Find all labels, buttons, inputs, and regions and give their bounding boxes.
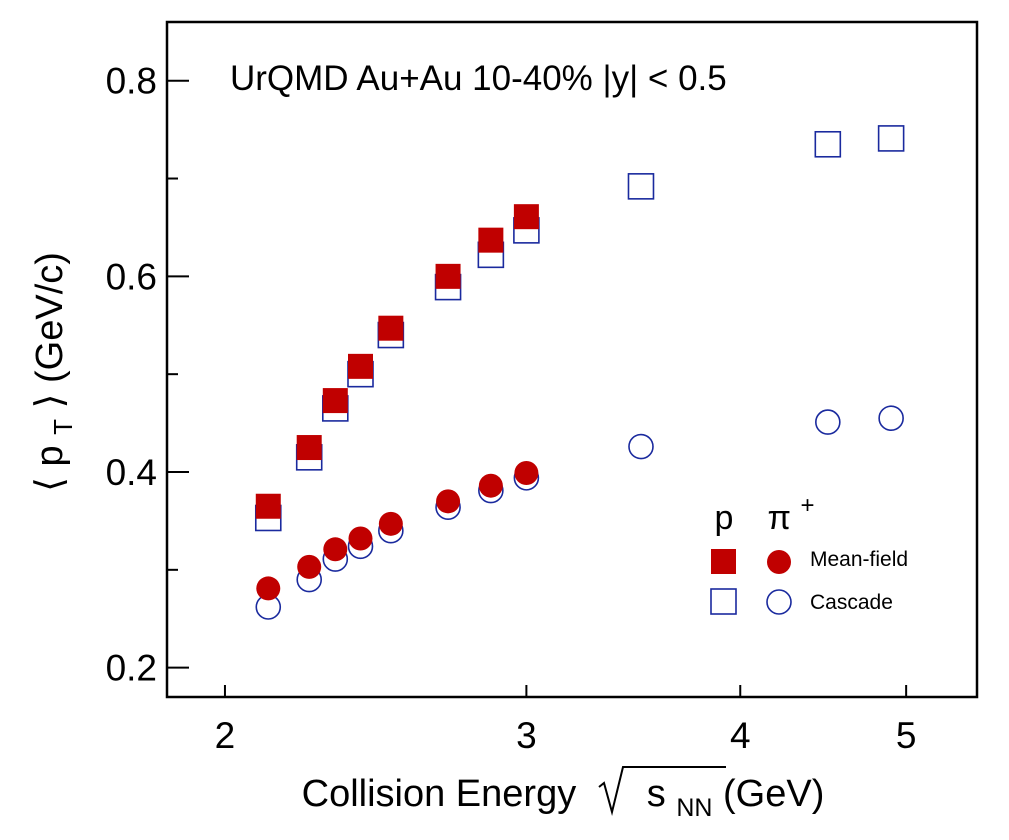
legend-marker-p-mean-field [711,549,736,574]
point-pi+-mean-field [297,554,322,579]
point-p-mean-field [435,263,461,289]
x-axis-label-prefix: Collision Energy [302,773,577,815]
legend-label-cascade: Cascade [810,591,893,614]
point-pi+-mean-field [378,511,403,536]
point-p-mean-field [378,315,404,341]
data-marks [254,125,905,620]
point-p-mean-field [322,388,348,414]
y-axis-label-sub: T [48,419,78,435]
x-axis-label-sub: NN [676,794,712,822]
sqrt-symbol [598,766,726,816]
legend: p π + Mean-field Cascade [710,492,908,615]
x-tick-label: 3 [516,715,537,756]
series-pi+-mean-field [256,460,539,601]
y-tick-label: 0.4 [106,452,157,493]
y-axis-label-var: p [29,445,71,466]
legend-header-pion-sup: + [800,492,814,519]
x-axis-label-suffix: (GeV) [723,773,824,815]
x-tick-label: 2 [215,715,236,756]
point-pi+-mean-field [348,526,373,551]
y-tick-label: 0.2 [106,648,157,689]
legend-header-p: p [715,499,734,537]
point-p-cascade [627,173,655,200]
point-pi+-cascade [628,433,654,460]
point-pi+-cascade [878,405,904,431]
legend-marker-pion-cascade [766,589,792,615]
point-p-mean-field [255,493,281,519]
x-tick-label: 5 [896,715,917,756]
y-axis-label-unit: (GeV/c) [29,252,71,383]
y-axis-label-lang: ⟨ [29,477,71,492]
chart-title: UrQMD Au+Au 10-40% |y| < 0.5 [230,59,727,98]
x-axis-label-var: s [647,773,666,815]
legend-marker-p-cascade [710,588,737,615]
point-pi+-mean-field [514,460,539,485]
point-p-mean-field [296,435,322,461]
x-tick-label: 4 [730,715,751,756]
point-p-mean-field [478,227,504,253]
series-p-mean-field [255,204,539,519]
legend-label-mean-field: Mean-field [810,548,908,571]
point-p-cascade [877,125,905,152]
x-axis-label: Collision Energy s NN (GeV) [302,773,825,825]
point-p-mean-field [513,204,539,230]
y-tick-label: 0.8 [106,61,157,102]
point-p-mean-field [347,353,373,379]
plot-frame [165,20,979,699]
point-pi+-mean-field [478,473,503,498]
point-pi+-mean-field [436,489,461,514]
point-pi+-mean-field [323,537,348,562]
legend-header-pion-base: π [768,499,791,537]
y-tick-label: 0.6 [106,256,157,297]
y-axis-label-rang: ⟩ [29,394,71,409]
point-pi+-mean-field [256,576,281,601]
point-p-cascade [814,130,842,158]
point-pi+-cascade [815,409,841,435]
axis-ticks: 0.2 0.4 0.6 0.8 2 3 4 5 [106,61,917,756]
y-axis-label: ⟨ p T ⟩ (GeV/c) [29,252,81,492]
legend-header-pion: π + [768,492,815,537]
legend-marker-pion-mean-field [767,550,791,574]
